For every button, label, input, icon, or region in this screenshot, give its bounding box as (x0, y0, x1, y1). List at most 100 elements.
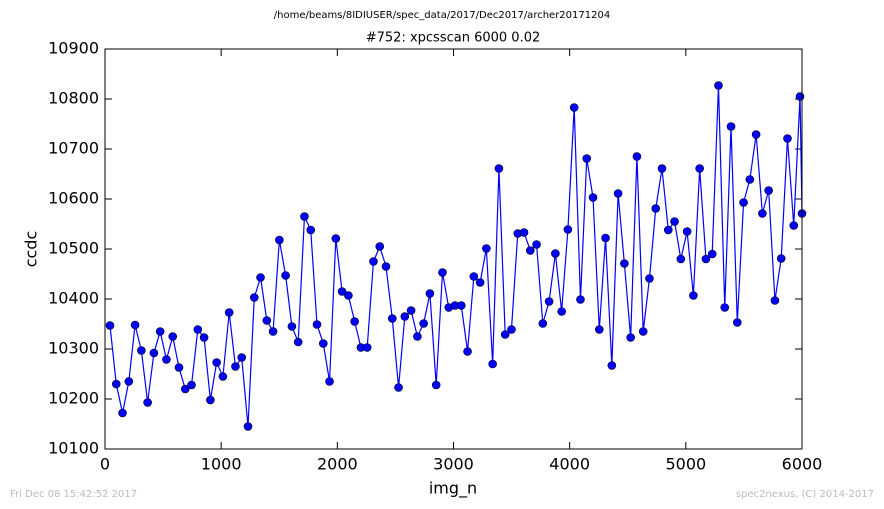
marker (406, 306, 416, 315)
marker (783, 134, 792, 143)
marker (544, 297, 554, 306)
marker (638, 327, 648, 336)
marker (626, 333, 635, 342)
y-tick-label: 10300 (48, 339, 99, 358)
marker (375, 242, 385, 251)
marker (293, 337, 303, 347)
marker (124, 377, 134, 386)
suptitle: /home/beams/8IDIUSER/spec_data/2017/Dec2… (274, 10, 610, 21)
y-tick-label: 10600 (48, 189, 99, 208)
marker (594, 325, 604, 334)
marker (538, 319, 548, 328)
marker (325, 377, 334, 386)
marker (212, 358, 221, 367)
marker (657, 164, 667, 173)
marker (174, 363, 184, 372)
marker (770, 296, 780, 305)
marker (118, 408, 127, 418)
marker (381, 262, 391, 271)
marker (532, 240, 541, 249)
marker (180, 384, 190, 394)
marker (475, 278, 485, 287)
marker (237, 353, 247, 362)
marker (701, 254, 711, 264)
marker (111, 379, 121, 389)
marker (275, 235, 284, 245)
marker (162, 355, 171, 364)
marker (500, 330, 510, 339)
marker (569, 103, 579, 112)
marker (137, 346, 146, 355)
marker (419, 319, 428, 328)
marker (281, 271, 290, 280)
marker (105, 321, 115, 330)
marker (601, 233, 610, 243)
marker (670, 217, 679, 226)
y-tick-label: 10900 (48, 39, 99, 58)
marker (206, 395, 215, 405)
marker (312, 320, 322, 329)
marker (613, 189, 623, 198)
marker (551, 249, 560, 258)
marker (287, 322, 297, 331)
marker (130, 320, 140, 330)
marker (695, 164, 704, 173)
marker (369, 257, 378, 266)
marker (645, 274, 654, 283)
marker (795, 92, 805, 101)
marker (193, 325, 203, 334)
marker (256, 273, 265, 282)
x-tick-label: 3000 (433, 455, 474, 474)
footer-right: spec2nexus, (C) 2014-2017 (736, 489, 874, 500)
marker (438, 268, 447, 277)
marker (739, 198, 748, 207)
x-tick-label: 4000 (549, 455, 590, 474)
y-tick-label: 10700 (48, 139, 99, 158)
marker (199, 333, 209, 342)
marker (714, 81, 723, 90)
marker (751, 130, 761, 139)
marker (431, 380, 441, 390)
marker (413, 332, 422, 341)
y-tick-label: 10400 (48, 289, 99, 308)
marker (726, 122, 736, 131)
marker (632, 152, 642, 161)
y-tick-label: 10100 (48, 439, 99, 458)
marker (557, 307, 566, 316)
marker (663, 225, 673, 235)
marker (488, 359, 497, 369)
y-axis-label: ccdc (22, 231, 41, 268)
marker (732, 318, 742, 327)
marker (394, 383, 403, 392)
marker (168, 332, 178, 341)
marker (789, 221, 799, 230)
marker (582, 154, 592, 163)
marker (243, 422, 253, 431)
y-tick-label: 10200 (48, 389, 99, 408)
marker (268, 327, 278, 336)
marker (776, 254, 786, 263)
marker (362, 343, 372, 352)
marker (249, 293, 259, 302)
marker (682, 227, 692, 236)
marker (620, 259, 629, 268)
marker (231, 362, 240, 371)
marker (482, 244, 491, 253)
chart-title: #752: xpcsscan 6000 0.02 (366, 31, 541, 46)
x-tick-label: 5000 (665, 455, 706, 474)
marker (344, 291, 353, 300)
marker (720, 303, 730, 312)
y-tick-label: 10500 (48, 239, 99, 258)
marker (707, 249, 717, 259)
x-tick-label: 2000 (317, 455, 358, 474)
x-tick-label: 0 (100, 455, 110, 474)
marker (507, 325, 516, 334)
marker (607, 361, 617, 370)
marker (758, 209, 767, 218)
marker (350, 317, 359, 326)
marker (494, 164, 504, 173)
marker (149, 348, 159, 358)
marker (337, 287, 347, 296)
